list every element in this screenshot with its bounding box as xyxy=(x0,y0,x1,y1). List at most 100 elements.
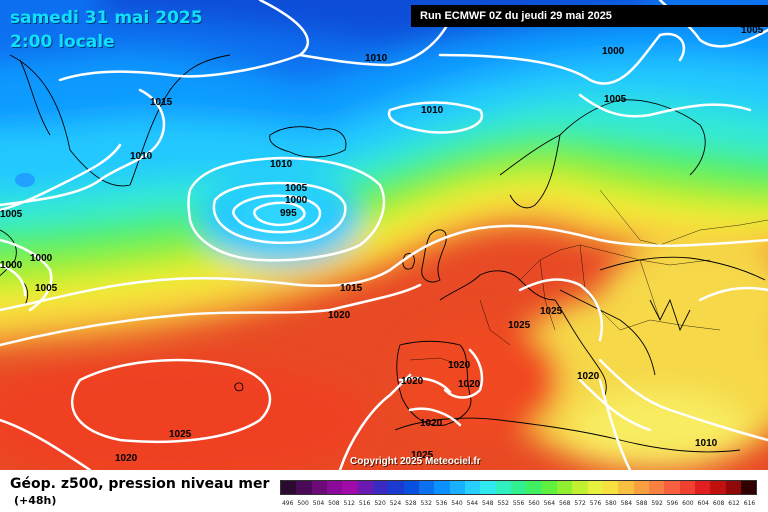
isobar-label: 1000 xyxy=(285,195,308,206)
color-scale-swatch xyxy=(602,481,619,494)
isobar-label: 1015 xyxy=(150,97,173,108)
isobar-label: 1010 xyxy=(421,105,444,116)
color-scale-tick-label: 592 xyxy=(651,500,663,507)
color-scale-tick-label: 528 xyxy=(405,500,417,507)
color-scale-swatch xyxy=(725,481,741,494)
color-scale-tick-label: 584 xyxy=(620,500,633,507)
color-scale-swatch xyxy=(403,481,419,494)
color-scale-ticks: 496 500 504 508 512 516 520 524 528 532 536 540 544 5… xyxy=(280,499,757,509)
color-scale-tick-label: 600 xyxy=(682,500,694,507)
isobar-label: 1020 xyxy=(448,360,471,371)
isobar-label: 1020 xyxy=(401,376,424,387)
isobar-label: 1025 xyxy=(540,306,563,317)
color-scale-swatch xyxy=(480,481,496,494)
parameter-label: Géop. z500, pression niveau mer xyxy=(10,476,270,492)
isobar-label: 1005 xyxy=(285,183,308,194)
copyright-text: Copyright 2025 Meteociel.fr xyxy=(350,456,481,467)
color-scale-tick-label: 608 xyxy=(712,500,725,507)
color-scale-tick-label: 568 xyxy=(559,500,571,507)
color-scale-swatch xyxy=(526,481,542,494)
color-scale-swatch xyxy=(694,481,711,494)
isobar-label: 1020 xyxy=(577,371,600,382)
color-scale-tick-label: 588 xyxy=(635,500,648,507)
isobar-labels: 1005 1000 1010 1015 1010 1010 1005 1005 … xyxy=(0,25,764,464)
forecast-time-title: 2:00 locale xyxy=(10,32,115,52)
isobar-label: 1025 xyxy=(411,450,434,461)
isobar-label: 1025 xyxy=(508,320,531,331)
color-scale-swatch xyxy=(664,481,680,494)
color-scale-tick-label: 552 xyxy=(497,500,509,507)
isobar-label: 1020 xyxy=(115,453,138,464)
isobar-lines xyxy=(0,0,768,470)
color-scale-tick-label: 504 xyxy=(312,500,325,507)
color-scale-swatch xyxy=(572,481,588,494)
isobar-label: 1020 xyxy=(328,310,351,321)
color-scale-swatch xyxy=(587,481,603,494)
color-scale-swatch xyxy=(556,481,573,494)
color-scale-tick-label: 536 xyxy=(435,500,448,507)
color-scale-swatch xyxy=(679,481,695,494)
color-scale-tick-label: 508 xyxy=(328,500,340,507)
color-scale-swatch xyxy=(326,481,343,494)
color-scale-swatch xyxy=(464,481,481,494)
isobar-label: 1020 xyxy=(420,418,443,429)
forecast-date-title: samedi 31 mai 2025 xyxy=(10,8,203,28)
color-scale-swatch xyxy=(710,481,726,494)
isobar-label: 1010 xyxy=(365,53,388,64)
color-scale-tick-label: 512 xyxy=(343,500,355,507)
color-scale-tick-label: 572 xyxy=(574,500,586,507)
color-scale-tick-label: 496 xyxy=(281,500,294,507)
color-scale-swatch xyxy=(648,481,665,494)
color-scale-swatch xyxy=(541,481,557,494)
forecast-step-label: (+48h) xyxy=(14,494,57,507)
color-scale-tick-label: 560 xyxy=(528,500,540,507)
color-scale-tick-label: 500 xyxy=(297,500,309,507)
isobar-label: 1010 xyxy=(270,159,293,170)
color-scale-swatch xyxy=(434,481,450,494)
model-run-info: Run ECMWF 0Z du jeudi 29 mai 2025 xyxy=(411,5,768,27)
color-scale-swatch xyxy=(342,481,358,494)
color-scale-tick-label: 524 xyxy=(389,500,402,507)
color-scale-tick-label: 532 xyxy=(420,500,432,507)
color-scale-swatch xyxy=(740,481,757,494)
color-scale-swatch xyxy=(388,481,404,494)
color-scale-swatch xyxy=(372,481,389,494)
isobar-label: 1005 xyxy=(741,25,764,36)
color-scale-swatch xyxy=(281,481,297,494)
isobar-label: 1005 xyxy=(0,209,23,220)
isobar-label: 1010 xyxy=(695,438,718,449)
isobar-label: 1025 xyxy=(169,429,192,440)
isobar-label: 1000 xyxy=(30,253,53,264)
color-scale-tick-label: 580 xyxy=(605,500,617,507)
coastlines xyxy=(0,54,766,453)
color-scale-tick-label: 596 xyxy=(666,500,679,507)
color-scale-tick-label: 564 xyxy=(543,500,556,507)
color-scale-tick-label: 556 xyxy=(512,500,525,507)
country-borders xyxy=(409,189,768,366)
color-scale-swatch xyxy=(510,481,527,494)
color-scale-tick-label: 544 xyxy=(466,500,479,507)
color-scale-swatch xyxy=(633,481,649,494)
isobar-label: 995 xyxy=(280,208,297,219)
color-scale-tick-label: 548 xyxy=(482,500,494,507)
isobar-label: 1020 xyxy=(458,379,481,390)
color-scale-tick-label: 576 xyxy=(589,500,602,507)
color-scale-tick-label: 540 xyxy=(451,500,463,507)
color-scale-swatch xyxy=(296,481,312,494)
color-scale-tick-label: 612 xyxy=(728,500,740,507)
isobar-label: 1005 xyxy=(35,283,58,294)
color-scale-tick-label: 604 xyxy=(697,500,709,507)
color-scale-swatch xyxy=(495,481,511,494)
isobar-label: 1000 xyxy=(602,46,625,57)
color-scale-tick-label: 616 xyxy=(743,500,756,507)
color-scale-bar xyxy=(280,480,757,495)
isobar-label: 1000 xyxy=(0,260,23,271)
color-scale-swatch xyxy=(418,481,435,494)
color-scale-swatch xyxy=(357,481,373,494)
isobar-label: 1010 xyxy=(130,151,153,162)
color-scale-swatch xyxy=(449,481,465,494)
weather-map: 1005 1000 1010 1015 1010 1010 1005 1005 … xyxy=(0,0,768,470)
isobar-label: 1015 xyxy=(340,283,363,294)
color-scale-tick-label: 516 xyxy=(358,500,371,507)
color-scale-swatch xyxy=(311,481,327,494)
